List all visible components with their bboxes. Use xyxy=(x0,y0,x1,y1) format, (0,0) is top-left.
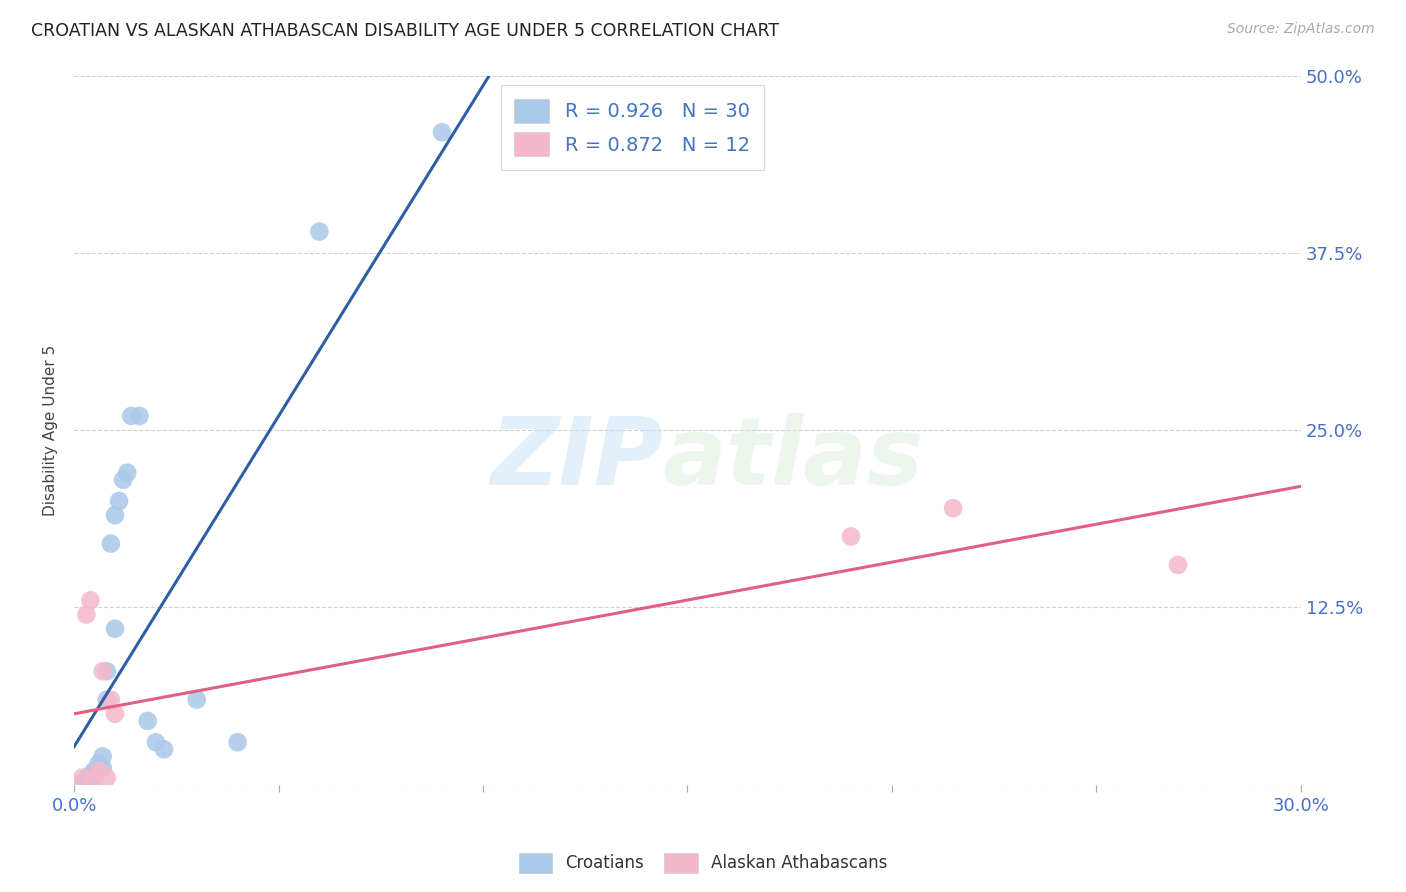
Point xyxy=(79,769,101,783)
Point xyxy=(100,692,122,706)
Text: Source: ZipAtlas.com: Source: ZipAtlas.com xyxy=(1227,22,1375,37)
Point xyxy=(430,125,453,139)
Point xyxy=(83,766,105,780)
Point xyxy=(72,771,94,785)
Point xyxy=(96,771,118,785)
Text: atlas: atlas xyxy=(662,412,924,505)
Point xyxy=(136,714,159,728)
Text: CROATIAN VS ALASKAN ATHABASCAN DISABILITY AGE UNDER 5 CORRELATION CHART: CROATIAN VS ALASKAN ATHABASCAN DISABILIT… xyxy=(31,22,779,40)
Point xyxy=(83,771,105,785)
Text: ZIP: ZIP xyxy=(489,412,662,505)
Point xyxy=(186,692,208,706)
Point xyxy=(75,607,97,622)
Point xyxy=(79,593,101,607)
Point xyxy=(96,692,118,706)
Point xyxy=(104,622,127,636)
Point xyxy=(75,773,97,788)
Point xyxy=(72,775,94,789)
Point xyxy=(79,771,101,785)
Point xyxy=(87,764,110,778)
Point xyxy=(108,494,131,508)
Point xyxy=(120,409,142,423)
Legend: Croatians, Alaskan Athabascans: Croatians, Alaskan Athabascans xyxy=(512,847,894,880)
Point xyxy=(75,772,97,786)
Point xyxy=(91,665,114,679)
Point xyxy=(308,225,330,239)
Point xyxy=(87,764,110,778)
Point xyxy=(145,735,167,749)
Point xyxy=(1167,558,1189,572)
Point xyxy=(104,508,127,523)
Point xyxy=(91,761,114,775)
Point xyxy=(839,529,862,543)
Point xyxy=(112,473,135,487)
Point xyxy=(87,756,110,771)
Point xyxy=(104,706,127,721)
Point xyxy=(128,409,150,423)
Point xyxy=(115,466,138,480)
Point xyxy=(153,742,176,756)
Point xyxy=(96,665,118,679)
Point xyxy=(83,771,105,785)
Point xyxy=(100,536,122,550)
Point xyxy=(942,501,965,516)
Point xyxy=(83,764,105,778)
Legend: R = 0.926   N = 30, R = 0.872   N = 12: R = 0.926 N = 30, R = 0.872 N = 12 xyxy=(501,86,763,169)
Point xyxy=(91,749,114,764)
Point xyxy=(226,735,249,749)
Point xyxy=(79,768,101,782)
Y-axis label: Disability Age Under 5: Disability Age Under 5 xyxy=(44,344,58,516)
